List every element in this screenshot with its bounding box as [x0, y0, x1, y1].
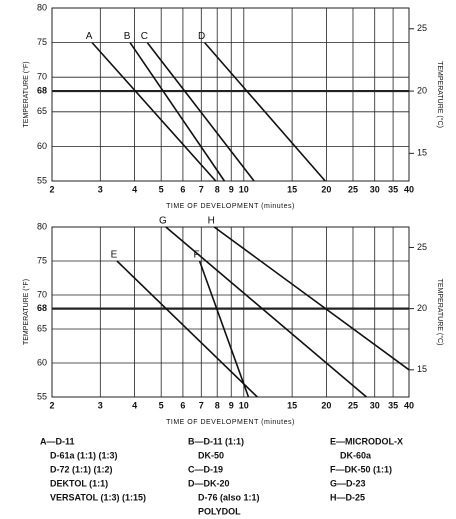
x-tick-label: 8	[215, 184, 220, 194]
series-line	[129, 42, 226, 182]
x-tick-label: 3	[98, 400, 103, 410]
key-entry: DEKTOL (1:1)	[50, 478, 108, 488]
key-entry: F—DK-50 (1:1)	[330, 464, 392, 474]
series-line	[213, 226, 410, 371]
x-tick-label: 25	[348, 400, 358, 410]
key-entry: C—D-19	[188, 464, 223, 474]
x-tick-label: 4	[132, 184, 137, 194]
x-tick-label: 20	[321, 400, 331, 410]
key-entry: D-76 (also 1:1)	[198, 492, 260, 502]
series-label: D	[198, 31, 205, 42]
y2-axis-title: TEMPERATURE (°C)	[436, 279, 444, 346]
y2-tick-label: 15	[417, 364, 427, 374]
series-label: G	[159, 216, 167, 227]
y-tick-label: 70	[37, 289, 47, 299]
y-tick-label: 70	[37, 72, 47, 82]
key-entry: B—D-11 (1:1)	[188, 436, 244, 446]
x-tick-label: 30	[370, 400, 380, 410]
x-tick-label: 8	[215, 400, 220, 410]
y2-tick-label: 25	[417, 23, 427, 33]
series-line	[204, 42, 326, 182]
x-tick-label: 25	[348, 184, 358, 194]
y-tick-label: 80	[37, 2, 47, 12]
x-axis-title: TIME OF DEVELOPMENT (minutes)	[166, 419, 295, 426]
y2-tick-label: 20	[417, 85, 427, 95]
plot-frame	[51, 7, 410, 182]
x-tick-label: 10	[239, 400, 249, 410]
x-tick-label: 15	[287, 184, 297, 194]
y-tick-label: 68	[37, 85, 47, 95]
key-entry: G—D-23	[330, 478, 366, 488]
series-line	[165, 226, 368, 398]
x-tick-label: 20	[321, 184, 331, 194]
key-entry: E—MICRODOL-X	[330, 436, 403, 446]
x-tick-label: 5	[159, 184, 164, 194]
series-line	[146, 42, 255, 182]
x-tick-label: 10	[239, 184, 249, 194]
x-tick-label: 4	[132, 400, 137, 410]
y2-tick-label: 20	[417, 303, 427, 313]
y-tick-label: 65	[37, 106, 47, 116]
x-tick-label: 9	[229, 184, 234, 194]
y2-tick-label: 25	[417, 242, 427, 252]
y-tick-label: 60	[37, 141, 47, 151]
plot-frame	[51, 226, 410, 398]
series-label: A	[86, 31, 93, 42]
y-tick-label: 68	[37, 303, 47, 313]
key-entry: H—D-25	[330, 492, 365, 502]
y-axis-title: TEMPERATURE (°F)	[22, 279, 30, 345]
y-tick-label: 75	[37, 37, 47, 47]
series-label: E	[111, 250, 118, 261]
key-entry: A—D-11	[40, 436, 75, 446]
x-tick-label: 2	[49, 400, 54, 410]
x-tick-label: 7	[199, 400, 204, 410]
y2-tick-label: 15	[417, 148, 427, 158]
x-tick-label: 7	[199, 184, 204, 194]
y2-axis-title: TEMPERATURE (°C)	[436, 61, 444, 128]
series-label: F	[194, 250, 200, 261]
x-tick-label: 40	[404, 184, 414, 194]
key-entry: DK-50	[198, 450, 224, 460]
x-tick-label: 3	[98, 184, 103, 194]
x-tick-label: 15	[287, 400, 297, 410]
key-entry: D-72 (1:1) (1:2)	[50, 464, 113, 474]
series-label: B	[124, 31, 131, 42]
y-axis-title: TEMPERATURE (°F)	[22, 61, 30, 127]
series-label: C	[141, 31, 148, 42]
x-tick-label: 9	[229, 400, 234, 410]
x-tick-label: 30	[370, 184, 380, 194]
x-axis-title: TIME OF DEVELOPMENT (minutes)	[166, 203, 295, 210]
x-tick-label: 6	[180, 400, 185, 410]
series-line	[91, 42, 217, 182]
y-tick-label: 60	[37, 357, 47, 367]
y-tick-label: 75	[37, 255, 47, 265]
x-tick-label: 2	[49, 184, 54, 194]
series-line	[198, 260, 250, 398]
x-tick-label: 5	[159, 400, 164, 410]
y-tick-label: 65	[37, 323, 47, 333]
x-tick-label: 40	[404, 400, 414, 410]
x-tick-label: 35	[388, 400, 398, 410]
key-entry: DK-60a	[340, 450, 372, 460]
key-entry: POLYDOL	[198, 506, 241, 516]
x-tick-label: 35	[388, 184, 398, 194]
y-tick-label: 55	[37, 175, 47, 185]
series-label: H	[208, 216, 215, 227]
key-entry: D-61a (1:1) (1:3)	[50, 450, 118, 460]
series-line	[116, 260, 258, 398]
y-tick-label: 80	[37, 221, 47, 231]
key-entry: VERSATOL (1:3) (1:15)	[50, 492, 146, 502]
key-entry: D—DK-20	[188, 478, 230, 488]
y-tick-label: 55	[37, 391, 47, 401]
x-tick-label: 6	[180, 184, 185, 194]
